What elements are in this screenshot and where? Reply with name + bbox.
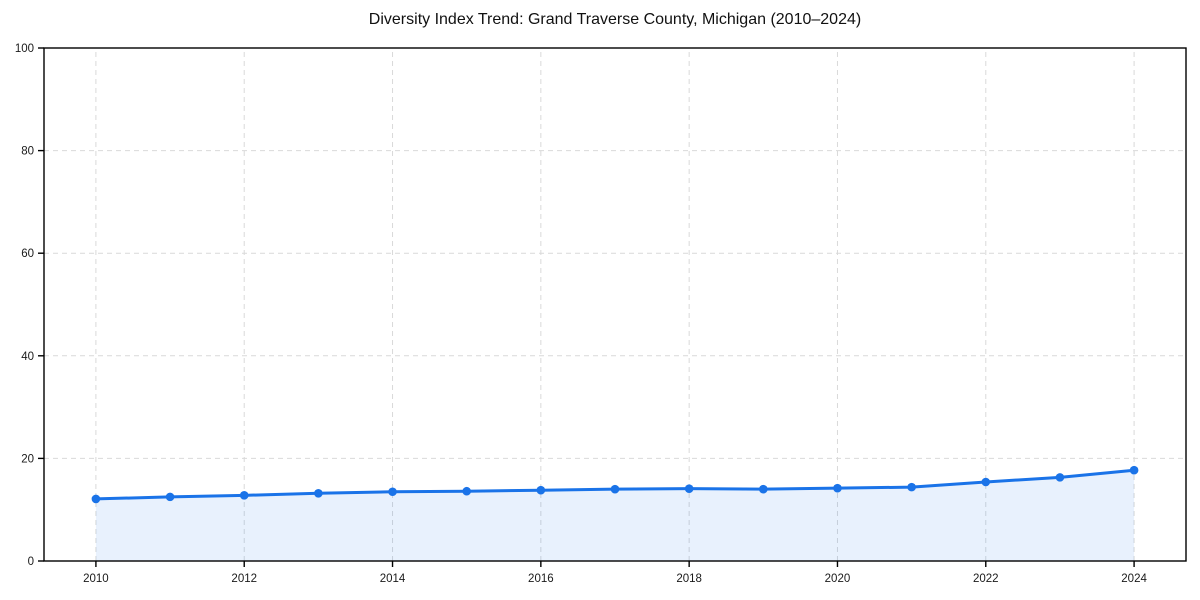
data-point (239, 491, 249, 500)
x-tick-label: 2012 (231, 573, 257, 585)
y-tick-label: 80 (21, 146, 34, 158)
data-point (536, 485, 546, 495)
data-point (610, 484, 620, 494)
x-tick-label: 2022 (973, 573, 999, 585)
data-point (1129, 465, 1139, 475)
data-point (388, 487, 397, 497)
x-tick-label: 2018 (676, 573, 702, 585)
data-point (462, 486, 471, 496)
data-point (907, 482, 916, 492)
x-tick-label: 2010 (83, 573, 109, 585)
y-tick-label: 40 (21, 351, 34, 363)
y-tick-label: 0 (28, 556, 34, 568)
x-tick-label: 2020 (825, 573, 851, 585)
data-point (1055, 473, 1065, 482)
data-point (91, 494, 101, 504)
x-tick-label: 2014 (380, 573, 406, 585)
x-tick-label: 2016 (528, 573, 554, 585)
data-point (165, 492, 175, 502)
data-point (981, 477, 991, 487)
x-tick-label: 2024 (1121, 573, 1147, 585)
y-tick-label: 20 (21, 453, 34, 465)
data-point (759, 484, 768, 494)
chart-title: Diversity Index Trend: Grand Traverse Co… (368, 11, 862, 28)
y-tick-label: 100 (15, 43, 34, 55)
data-point (314, 488, 323, 498)
data-point (684, 484, 694, 493)
data-point (833, 483, 842, 493)
plot-border (43, 47, 1187, 562)
y-tick-label: 60 (21, 248, 34, 260)
